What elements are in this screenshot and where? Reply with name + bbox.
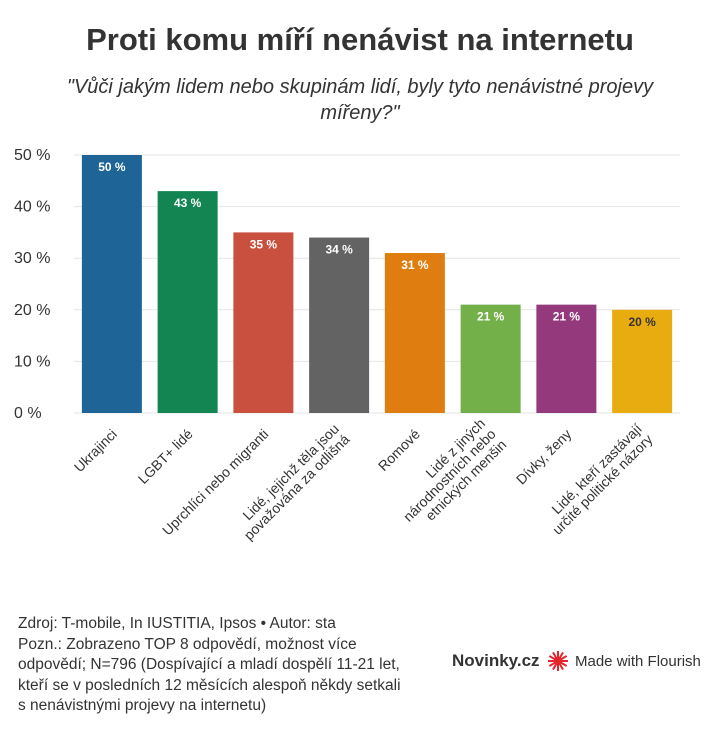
novinky-logo[interactable]: Novinky.cz	[452, 651, 540, 670]
x-tick-label: Romové	[375, 426, 423, 474]
x-tick-label-line: Romové	[375, 426, 423, 474]
bar	[384, 253, 445, 413]
data-label: 34 %	[325, 243, 353, 257]
data-label: 31 %	[401, 258, 429, 272]
y-tick-label: 40 %	[14, 199, 50, 216]
y-tick-label: 50 %	[14, 147, 50, 164]
made-with-flourish-link[interactable]: Made with Flourish	[547, 650, 701, 672]
bar	[536, 304, 597, 413]
bar	[233, 232, 294, 413]
data-label: 20 %	[628, 315, 656, 329]
footer-line: odpovědí; N=796 (Dospívající a mladí dos…	[18, 656, 400, 673]
x-tick-label: Ukrajinci	[71, 426, 120, 475]
bar	[309, 237, 370, 413]
x-tick-label-line: LGBT+ lidé	[135, 426, 196, 487]
flourish-burst-icon	[548, 651, 568, 671]
x-tick-label: LGBT+ lidé	[135, 426, 196, 487]
x-tick-label-text: Romové	[375, 426, 423, 474]
made-with-flourish-label: Made with Flourish	[575, 652, 701, 670]
chart-title: Proti komu míří nenávist na internetu	[86, 22, 634, 57]
footer-notes: Zdroj: T-mobile, In IUSTITIA, Ipsos • Au…	[18, 614, 448, 717]
x-tick-label-line: Dívky, ženy	[513, 426, 575, 488]
footer-line: kteří se v posledních 12 měsících alespo…	[18, 676, 401, 694]
x-tick-label-text: Dívky, ženy	[513, 426, 575, 488]
x-tick-label-line: určité politické názory	[549, 431, 656, 538]
data-label: 21 %	[477, 310, 505, 324]
bar	[157, 191, 218, 413]
bar-chart: 0 % 10 % 20 % 30 % 40 % 50 % 50 % Ukrajinci 43 %…	[14, 147, 680, 543]
y-tick-label: 10 %	[14, 353, 50, 370]
burst-center	[554, 657, 562, 665]
y-tick-label: 20 %	[14, 302, 50, 319]
bar	[612, 309, 673, 413]
y-tick-label: 30 %	[14, 250, 50, 267]
footer-line: Pozn.: Zobrazeno TOP 8 odpovědí, možnost…	[18, 635, 357, 653]
y-tick-label: 0 %	[14, 405, 42, 422]
x-tick-label-text: Ukrajinci	[71, 426, 120, 475]
data-label: 35 %	[250, 237, 278, 251]
data-label: 43 %	[174, 196, 202, 210]
x-tick-label: Dívky, ženy	[513, 426, 575, 488]
footer-line: s nenávistnými projevy na internetu)	[18, 697, 267, 714]
footer-line: Zdroj: T-mobile, In IUSTITIA, Ipsos • Au…	[18, 615, 336, 632]
x-tick-label-line: Ukrajinci	[71, 426, 120, 475]
bar	[81, 155, 142, 413]
bar	[460, 304, 521, 413]
data-label: 21 %	[553, 310, 581, 324]
chart-subtitle: "Vůči jakým lidem nebo skupinám lidí, by…	[66, 76, 654, 124]
x-tick-label-text: LGBT+ lidé	[135, 426, 196, 487]
data-label: 50 %	[98, 160, 126, 174]
